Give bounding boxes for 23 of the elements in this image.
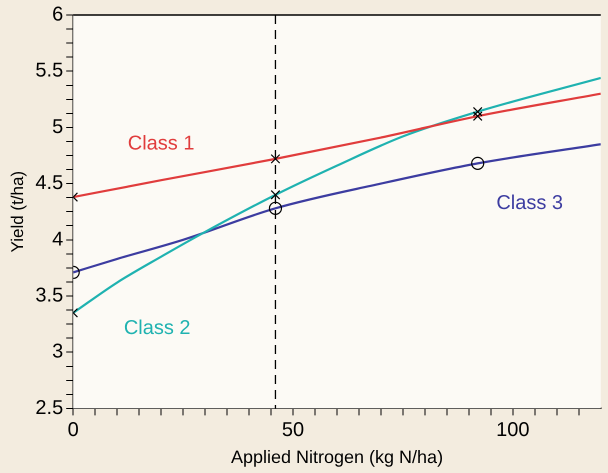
- x-tick-label: 50: [282, 418, 304, 441]
- point: [472, 111, 483, 122]
- series-label: Class 2: [124, 317, 191, 340]
- x-tick-label: 100: [496, 418, 530, 441]
- series-label: Class 1: [128, 132, 194, 155]
- point: [268, 202, 282, 215]
- y-tick-label: 6: [52, 4, 64, 26]
- y-tick-label: 4: [52, 228, 64, 250]
- point: [270, 154, 280, 164]
- y-tick-label: 2.5: [35, 396, 64, 419]
- y-tick-label: 5.5: [35, 60, 64, 82]
- series-label: Class 3: [496, 192, 564, 214]
- line-series: [73, 76, 601, 314]
- y-tick-label: 3.5: [35, 284, 64, 307]
- y-tick-label: 4.5: [35, 172, 64, 194]
- x-tick-label: 0: [68, 418, 79, 441]
- point: [270, 190, 280, 200]
- point: [472, 106, 483, 117]
- x-axis-title: Applied Nitrogen (kg N/ha): [230, 447, 444, 468]
- y-tick-label: 5: [52, 116, 64, 138]
- y-axis-title: Yield (t/ha): [8, 170, 27, 252]
- point: [471, 156, 484, 170]
- y-tick-label: 3: [52, 340, 64, 363]
